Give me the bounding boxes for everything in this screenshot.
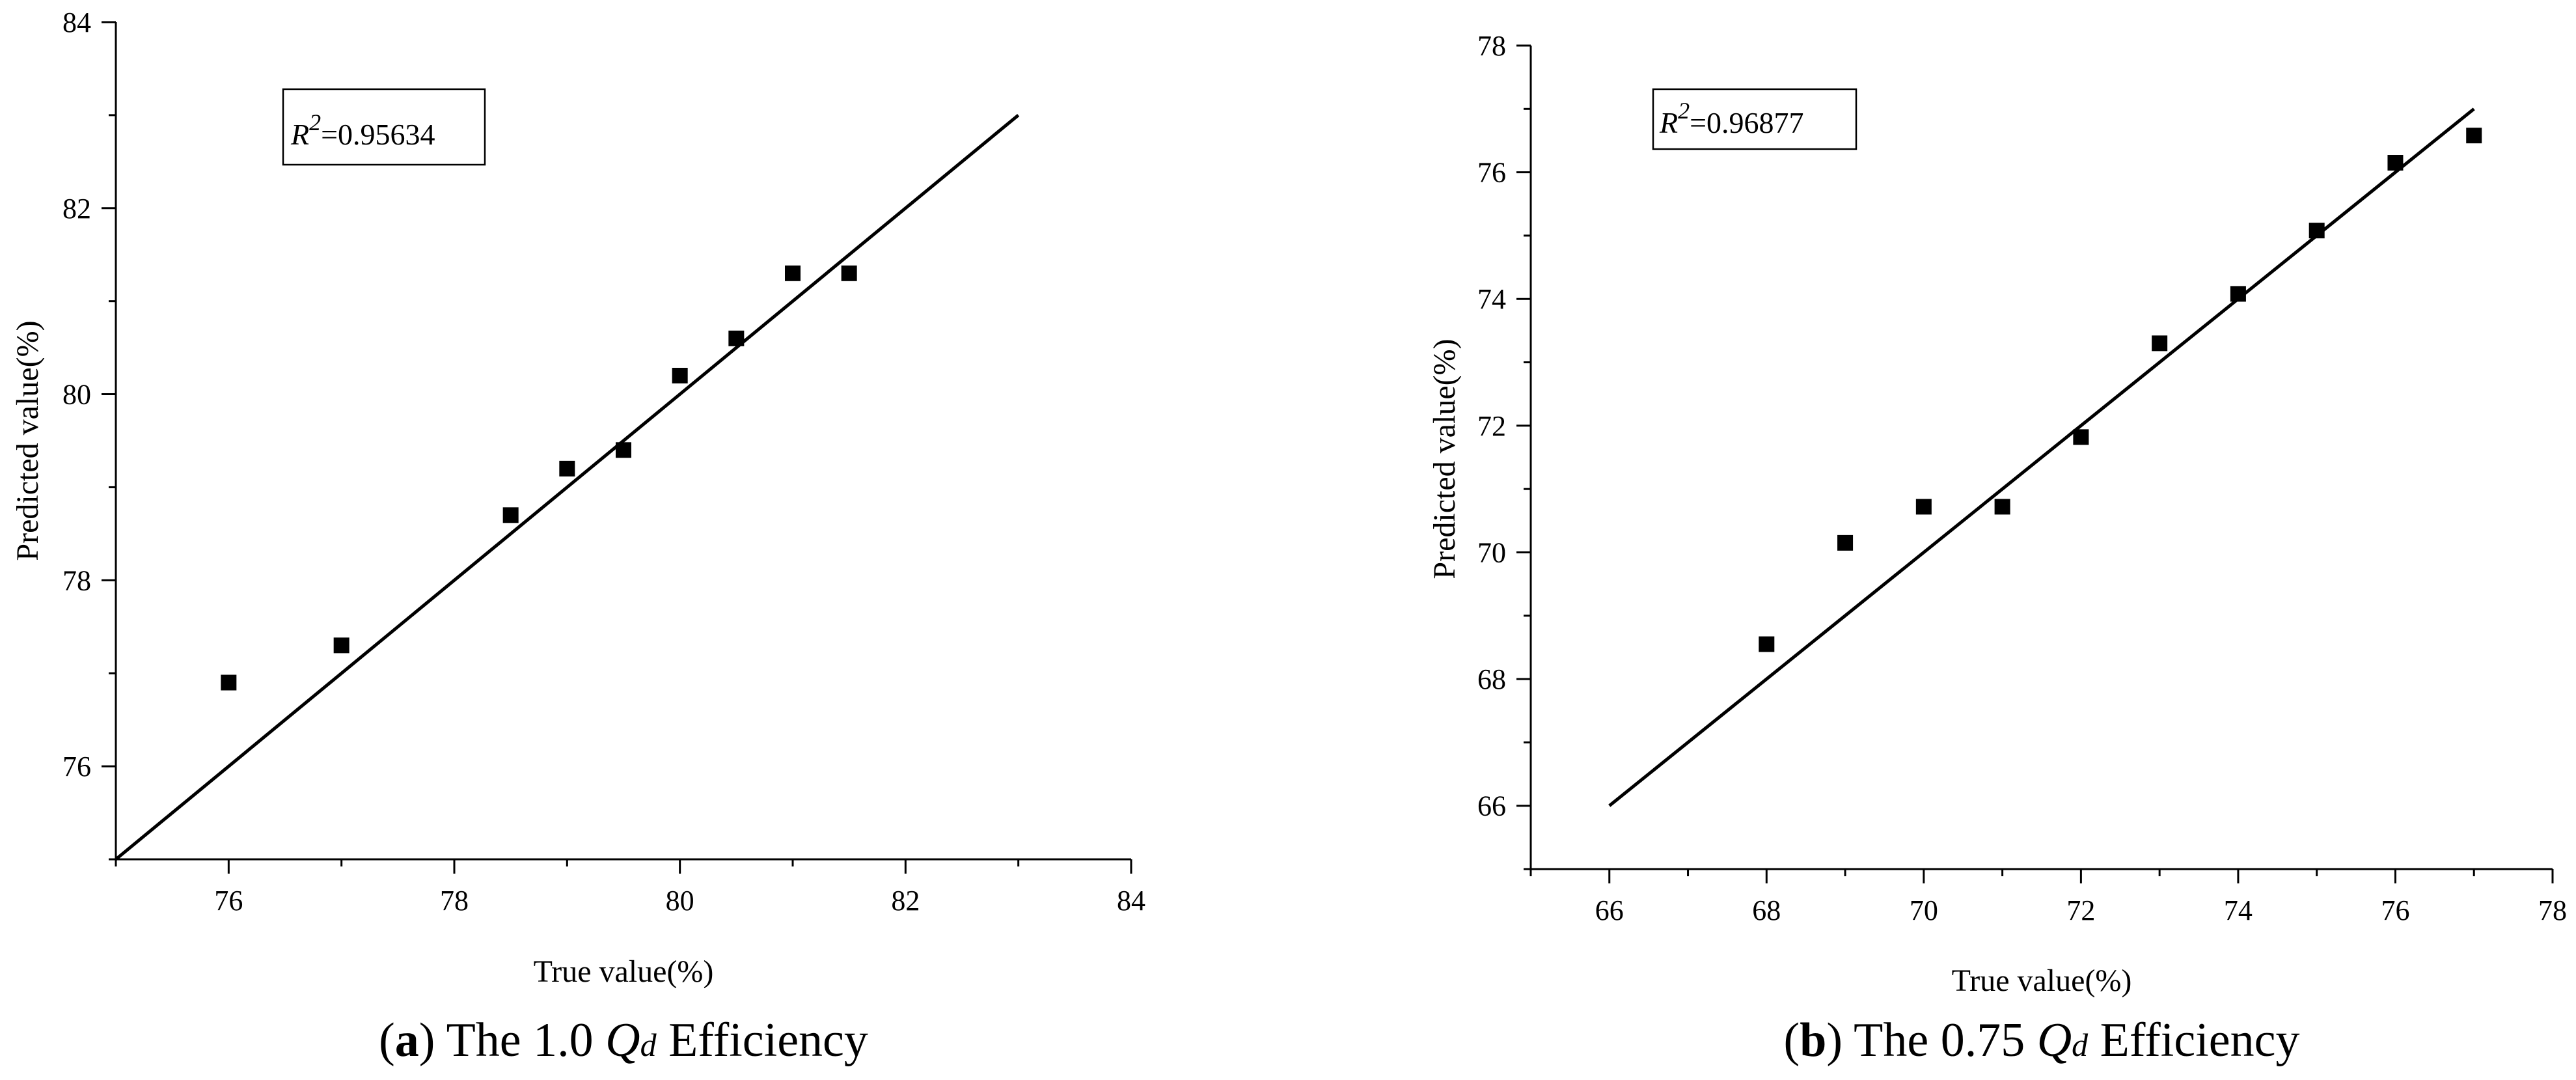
x-tick-label: 72 [2066,894,2095,926]
x-tick-label: 78 [440,885,469,917]
data-point [841,265,857,281]
chart-a-r2-value: =0.95634 [321,118,435,151]
chart-a-caption-sub: d [640,1027,657,1063]
data-point [2152,335,2168,352]
chart-a-r2-var: R [290,118,309,151]
chart-a-caption-close: ) [419,1014,446,1067]
chart-a-caption-prefix: The 1.0 [446,1014,606,1067]
x-tick-label: 76 [214,885,243,917]
data-point [2466,128,2482,144]
y-tick-label: 66 [1477,790,1506,822]
chart-b-points [1759,128,2482,652]
y-tick-label: 84 [62,7,91,38]
data-point [785,265,801,281]
y-tick-label: 70 [1477,536,1506,568]
chart-a-caption: (a) The 1.0 Qd Efficiency [379,1014,868,1067]
chart-a-points [221,265,857,691]
x-tick-label: 80 [666,885,694,917]
data-point [502,507,519,523]
x-tick-label: 68 [1752,894,1781,926]
y-tick-label: 80 [62,379,91,411]
y-tick-label: 74 [1477,283,1506,315]
data-point [333,637,349,654]
data-point [1837,534,1854,551]
chart-b-r2-sup: 2 [1678,98,1690,124]
data-point [616,442,631,458]
chart-b-tick-labels: 66 68 70 72 74 76 78 66 68 70 72 74 76 78 [1477,30,2567,926]
chart-a-axes [115,22,1131,861]
chart-a-tick-labels: 76 78 80 82 84 76 78 80 82 84 [62,7,1145,917]
y-tick-label: 76 [1477,157,1506,189]
data-point [728,330,745,346]
chart-b-caption-suffix: Efficiency [2088,1014,2299,1067]
chart-b-caption: (b) The 0.75 Qd Efficiency [1784,1014,2300,1067]
x-tick-label: 84 [1117,885,1145,917]
data-point [221,674,237,691]
chart-a-caption-open: ( [379,1014,395,1067]
chart-b-r2-text: R2=0.96877 [1659,98,1804,139]
chart-a-r2-box: R2=0.95634 [282,88,486,166]
y-tick-label: 78 [62,564,91,596]
chart-b-caption-sub: d [2072,1027,2089,1063]
y-tick-label: 72 [1477,410,1506,442]
chart-a-caption-suffix: Efficiency [657,1014,868,1067]
chart-b-caption-open: ( [1784,1014,1800,1067]
data-point [2230,286,2246,302]
chart-a-ticks [102,21,1132,874]
chart-b-r2-box: R2=0.96877 [1652,88,1857,150]
data-point [672,367,688,383]
x-tick-label: 70 [1910,894,1938,926]
chart-a-r2-frame [282,88,486,166]
data-point [1994,499,2010,515]
data-point [1915,499,1932,515]
chart-a: 76 78 80 82 84 76 78 80 82 84 R2=0.95634 True val… [10,7,1145,1067]
data-point [559,460,575,477]
y-tick-label: 78 [1477,30,1506,62]
chart-a-fit-line [115,113,1020,861]
chart-a-x-label: True value(%) [534,954,714,989]
y-tick-label: 82 [62,193,91,225]
x-tick-label: 76 [2381,894,2409,926]
chart-b-caption-close: ) [1826,1014,1854,1067]
y-tick-label: 68 [1477,663,1506,695]
x-tick-label: 82 [891,885,920,917]
chart-b-x-label: True value(%) [1952,963,2132,998]
chart-a-caption-letter: a [395,1014,419,1067]
chart-b-axes [1529,46,2553,870]
chart-a-r2-sup: 2 [309,109,321,135]
data-point [2309,223,2325,239]
data-point [1759,636,1775,652]
chart-b-ticks [1516,44,2554,883]
x-tick-label: 78 [2538,894,2567,926]
chart-a-caption-q: Q [605,1014,640,1067]
y-tick-label: 76 [62,751,91,782]
x-tick-label: 74 [2224,894,2253,926]
chart-b-r2-value: =0.96877 [1690,106,1803,139]
chart-b-fit-line [1608,107,2475,807]
x-tick-label: 66 [1595,894,1624,926]
chart-b-y-label: Predicted value(%) [1427,339,1462,579]
chart-b-r2-var: R [1659,106,1678,139]
chart-a-y-label: Predicted value(%) [10,320,45,561]
chart-b-r2-frame [1652,88,1857,150]
data-point [2073,429,2089,445]
chart-b-caption-prefix: The 0.75 [1854,1014,2037,1067]
chart-b-caption-letter: b [1800,1014,1826,1067]
chart-b-caption-q: Q [2037,1014,2072,1067]
chart-a-r2-text: R2=0.95634 [290,109,435,151]
data-point [2387,155,2404,171]
